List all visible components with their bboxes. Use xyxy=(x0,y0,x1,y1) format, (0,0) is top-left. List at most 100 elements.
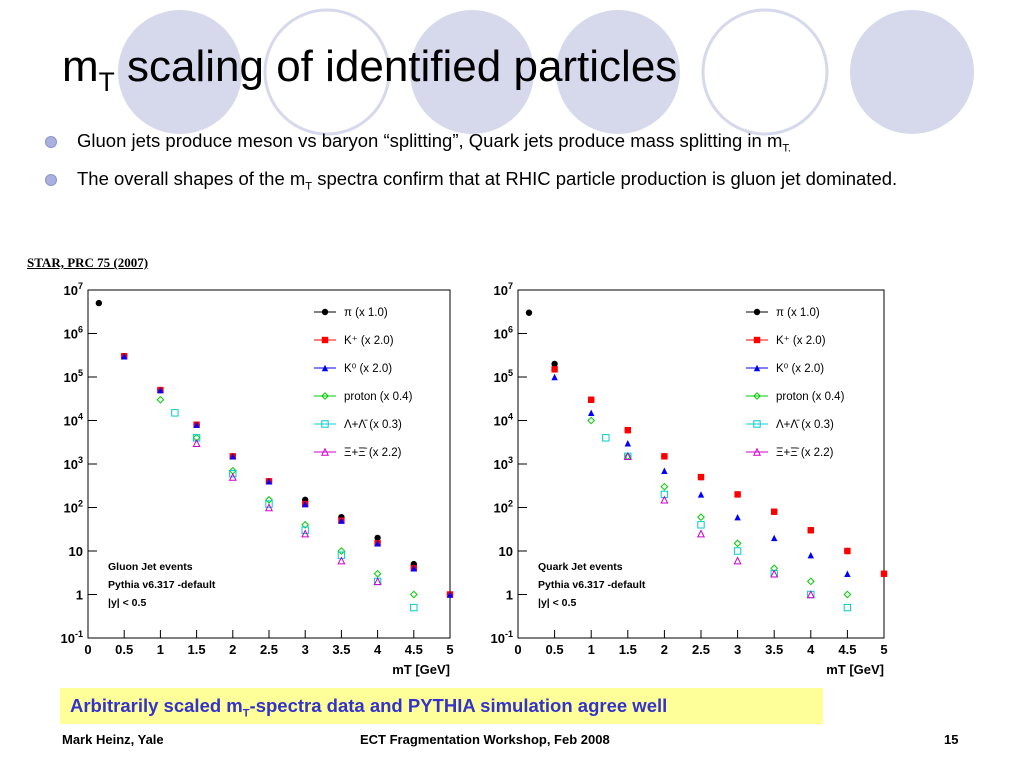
data-point xyxy=(624,440,631,447)
legend-label: π (x 1.0) xyxy=(776,307,820,319)
data-point xyxy=(193,421,200,428)
x-tick-label: 4 xyxy=(374,642,382,657)
data-point xyxy=(229,453,236,460)
y-tick-label: 1 xyxy=(506,588,513,603)
data-point xyxy=(301,529,310,538)
bullet-list: Gluon jets produce meson vs baryon “spli… xyxy=(45,128,935,203)
data-point xyxy=(696,529,706,538)
data-point xyxy=(374,540,381,547)
data-point xyxy=(697,513,705,522)
footer-page-number: 15 xyxy=(944,732,959,747)
data-point xyxy=(337,547,346,555)
x-tick-label: 3.5 xyxy=(332,642,350,657)
data-point xyxy=(302,500,309,508)
x-tick-label: 1 xyxy=(588,642,595,657)
data-point xyxy=(770,569,779,578)
x-tick-label: 0.5 xyxy=(546,642,564,657)
x-tick-label: 2.5 xyxy=(260,642,278,657)
deco-circle xyxy=(701,8,829,136)
y-tick-label: 103 xyxy=(494,455,513,472)
legend-marker xyxy=(753,392,761,400)
y-tick-label: 102 xyxy=(64,499,83,516)
x-tick-label: 2 xyxy=(661,642,668,657)
y-tick-label: 10 xyxy=(69,544,83,559)
data-point xyxy=(806,577,815,586)
deco-circle xyxy=(556,10,680,134)
data-point xyxy=(551,373,558,381)
data-point xyxy=(771,534,778,542)
x-tick-label: 4.5 xyxy=(405,642,423,657)
data-point xyxy=(734,513,741,521)
data-point xyxy=(337,556,346,565)
legend-marker xyxy=(753,308,761,316)
x-tick-label: 1.5 xyxy=(619,642,637,657)
series-group xyxy=(623,452,815,599)
legend-marker xyxy=(753,420,761,428)
data-point xyxy=(301,520,310,529)
data-point xyxy=(733,556,742,565)
legend-label: K⁰ (x 2.0) xyxy=(776,363,824,375)
reference-link[interactable]: STAR, PRC 75 (2007) xyxy=(27,255,149,270)
data-point xyxy=(373,569,382,578)
legend-label: Ξ+Ξ̄ (x 2.2) xyxy=(344,447,402,459)
x-tick-label: 0 xyxy=(514,642,521,657)
y-tick-label: 106 xyxy=(64,325,83,342)
data-point xyxy=(602,434,610,442)
legend-label: proton (x 0.4) xyxy=(776,391,845,403)
legend-label: K⁺ (x 2.0) xyxy=(776,335,826,347)
x-tick-label: 4.5 xyxy=(838,642,856,657)
data-point xyxy=(843,590,852,599)
x-axis-label: mT [GeV] xyxy=(392,662,450,677)
data-point xyxy=(844,547,851,555)
data-point xyxy=(410,565,417,572)
data-point xyxy=(265,500,273,508)
data-point xyxy=(264,503,274,512)
series-group xyxy=(551,366,888,577)
y-tick-label: 104 xyxy=(64,412,83,429)
data-point xyxy=(624,426,631,434)
series-group xyxy=(192,438,382,586)
legend-marker xyxy=(321,308,329,316)
x-axis-label: mT [GeV] xyxy=(826,662,884,677)
plot-annotation: Quark Jet events xyxy=(538,561,623,573)
data-point xyxy=(121,353,128,360)
deco-circle xyxy=(410,10,534,134)
series-group xyxy=(121,353,454,598)
data-point xyxy=(660,495,669,504)
data-point xyxy=(623,452,632,461)
legend-marker xyxy=(321,364,329,372)
data-point xyxy=(551,360,558,368)
legend-label: K⁰ (x 2.0) xyxy=(344,363,392,375)
data-point xyxy=(525,309,533,316)
y-tick-label: 104 xyxy=(494,412,513,429)
x-tick-label: 0 xyxy=(84,642,91,657)
slide-title: mT scaling of identified particles xyxy=(62,42,678,97)
data-point xyxy=(806,590,815,599)
footer-author: Mark Heinz, Yale xyxy=(62,732,164,747)
legend-marker xyxy=(321,392,329,400)
data-point xyxy=(697,473,705,481)
data-point xyxy=(807,552,814,559)
data-point xyxy=(733,539,742,548)
series-group xyxy=(587,416,852,599)
data-point xyxy=(661,467,668,474)
deco-circle xyxy=(263,8,391,136)
data-point xyxy=(697,491,705,498)
y-tick-label: 107 xyxy=(64,282,83,298)
data-point xyxy=(843,603,852,612)
data-point xyxy=(587,416,596,425)
plot-annotation: Gluon Jet events xyxy=(108,561,193,573)
data-point xyxy=(338,517,345,524)
x-tick-label: 4 xyxy=(807,642,815,657)
legend-marker xyxy=(320,447,330,456)
x-tick-label: 3 xyxy=(734,642,741,657)
y-tick-label: 106 xyxy=(494,325,513,342)
legend-label: Λ+Λ̄ (x 0.3) xyxy=(776,419,834,431)
plot-annotation: |y| < 0.5 xyxy=(538,597,576,609)
y-tick-label: 105 xyxy=(64,368,83,385)
x-tick-label: 5 xyxy=(446,642,453,657)
data-point xyxy=(588,409,595,417)
data-point xyxy=(374,534,381,542)
data-point xyxy=(229,469,237,478)
conclusion-banner: Arbitrarily scaled mT-spectra data and P… xyxy=(60,688,823,724)
